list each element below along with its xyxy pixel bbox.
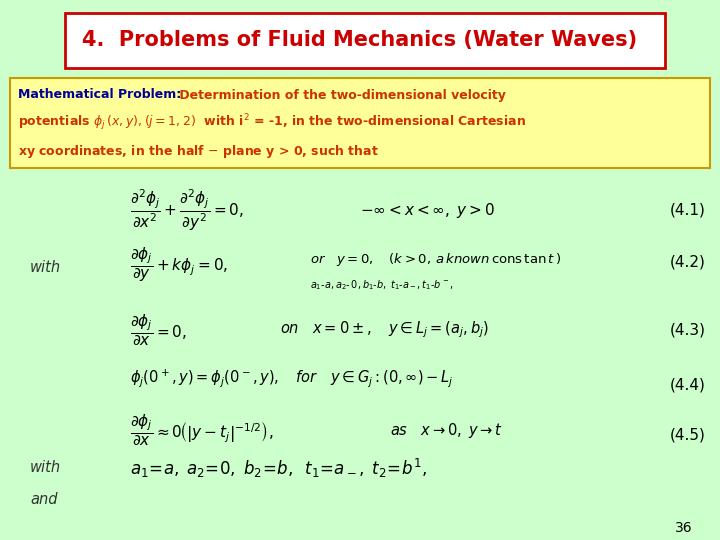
Text: $\mathit{on}\quad x=0\pm,\quad y\in L_j=(a_j,b_j)$: $\mathit{on}\quad x=0\pm,\quad y\in L_j=… [280, 320, 489, 340]
Text: $\dfrac{\partial\phi_j}{\partial y}+k\phi_j=0,$: $\dfrac{\partial\phi_j}{\partial y}+k\ph… [130, 246, 228, 284]
Text: (4.4): (4.4) [670, 377, 706, 393]
Text: Mathematical Problem:: Mathematical Problem: [18, 89, 181, 102]
Text: (4.5): (4.5) [670, 428, 706, 442]
Text: (4.2): (4.2) [670, 254, 706, 269]
Bar [10, 78, 710, 168]
Text: (4.1): (4.1) [670, 202, 706, 218]
Text: and: and [30, 492, 58, 508]
Text: $\mathit{as}\quad x\rightarrow 0,\; y\rightarrow t$: $\mathit{as}\quad x\rightarrow 0,\; y\ri… [390, 421, 503, 440]
Text: xy coordinates, in the half $-$ plane y > 0, such that: xy coordinates, in the half $-$ plane y … [18, 143, 379, 159]
Text: $\dfrac{\partial^2\phi_j}{\partial x^2}+\dfrac{\partial^2\phi_j}{\partial y^2}=0: $\dfrac{\partial^2\phi_j}{\partial x^2}+… [130, 187, 244, 233]
Text: Determination of the two-dimensional velocity: Determination of the two-dimensional vel… [175, 89, 506, 102]
Text: with: with [30, 461, 61, 476]
Text: $-\infty < x < \infty,\; y>0$: $-\infty < x < \infty,\; y>0$ [360, 200, 495, 219]
Text: with: with [30, 260, 61, 275]
Text: $\phi_j(0^+,y)=\phi_j(0^-,y),\quad \mathit{for}\quad y\in G_j:(0,\infty)-L_j$: $\phi_j(0^+,y)=\phi_j(0^-,y),\quad \math… [130, 367, 454, 389]
Text: $a_1\text{-}a, a_2\text{-}\,0, b_1\text{-}b,\; t_1\text{-}a_-, t_1\text{-}b^-,$: $a_1\text{-}a, a_2\text{-}\,0, b_1\text{… [310, 278, 454, 292]
Bar [65, 13, 665, 68]
Text: $\dfrac{\partial\phi_j}{\partial x}\approx 0\!\left(\left|y-t_j\right|^{-1/2}\ri: $\dfrac{\partial\phi_j}{\partial x}\appr… [130, 412, 274, 448]
Text: potentials $\phi_j\,(x,y),(j=1,2)$  with i$^2$ = -1, in the two-dimensional Cart: potentials $\phi_j\,(x,y),(j=1,2)$ with … [18, 113, 526, 133]
Text: $a_1\!=\!a,\; a_2\!=\!0,\; b_2\!=\!b,\;\; t_1\!=\!a_-,\; t_2\!=\!b^1,$: $a_1\!=\!a,\; a_2\!=\!0,\; b_2\!=\!b,\;\… [130, 456, 427, 480]
Text: $\mathit{or}\quad y=0,\quad (k>0,\,a\,known\,\mathrm{cons}\,\mathrm{tan}\,t\,)$: $\mathit{or}\quad y=0,\quad (k>0,\,a\,kn… [310, 252, 561, 268]
Text: 4.  Problems of Fluid Mechanics (Water Waves): 4. Problems of Fluid Mechanics (Water Wa… [82, 30, 637, 50]
Text: (4.3): (4.3) [670, 322, 706, 338]
Text: 36: 36 [675, 521, 693, 535]
Text: $\dfrac{\partial\phi_j}{\partial x}=0,$: $\dfrac{\partial\phi_j}{\partial x}=0,$ [130, 312, 187, 348]
